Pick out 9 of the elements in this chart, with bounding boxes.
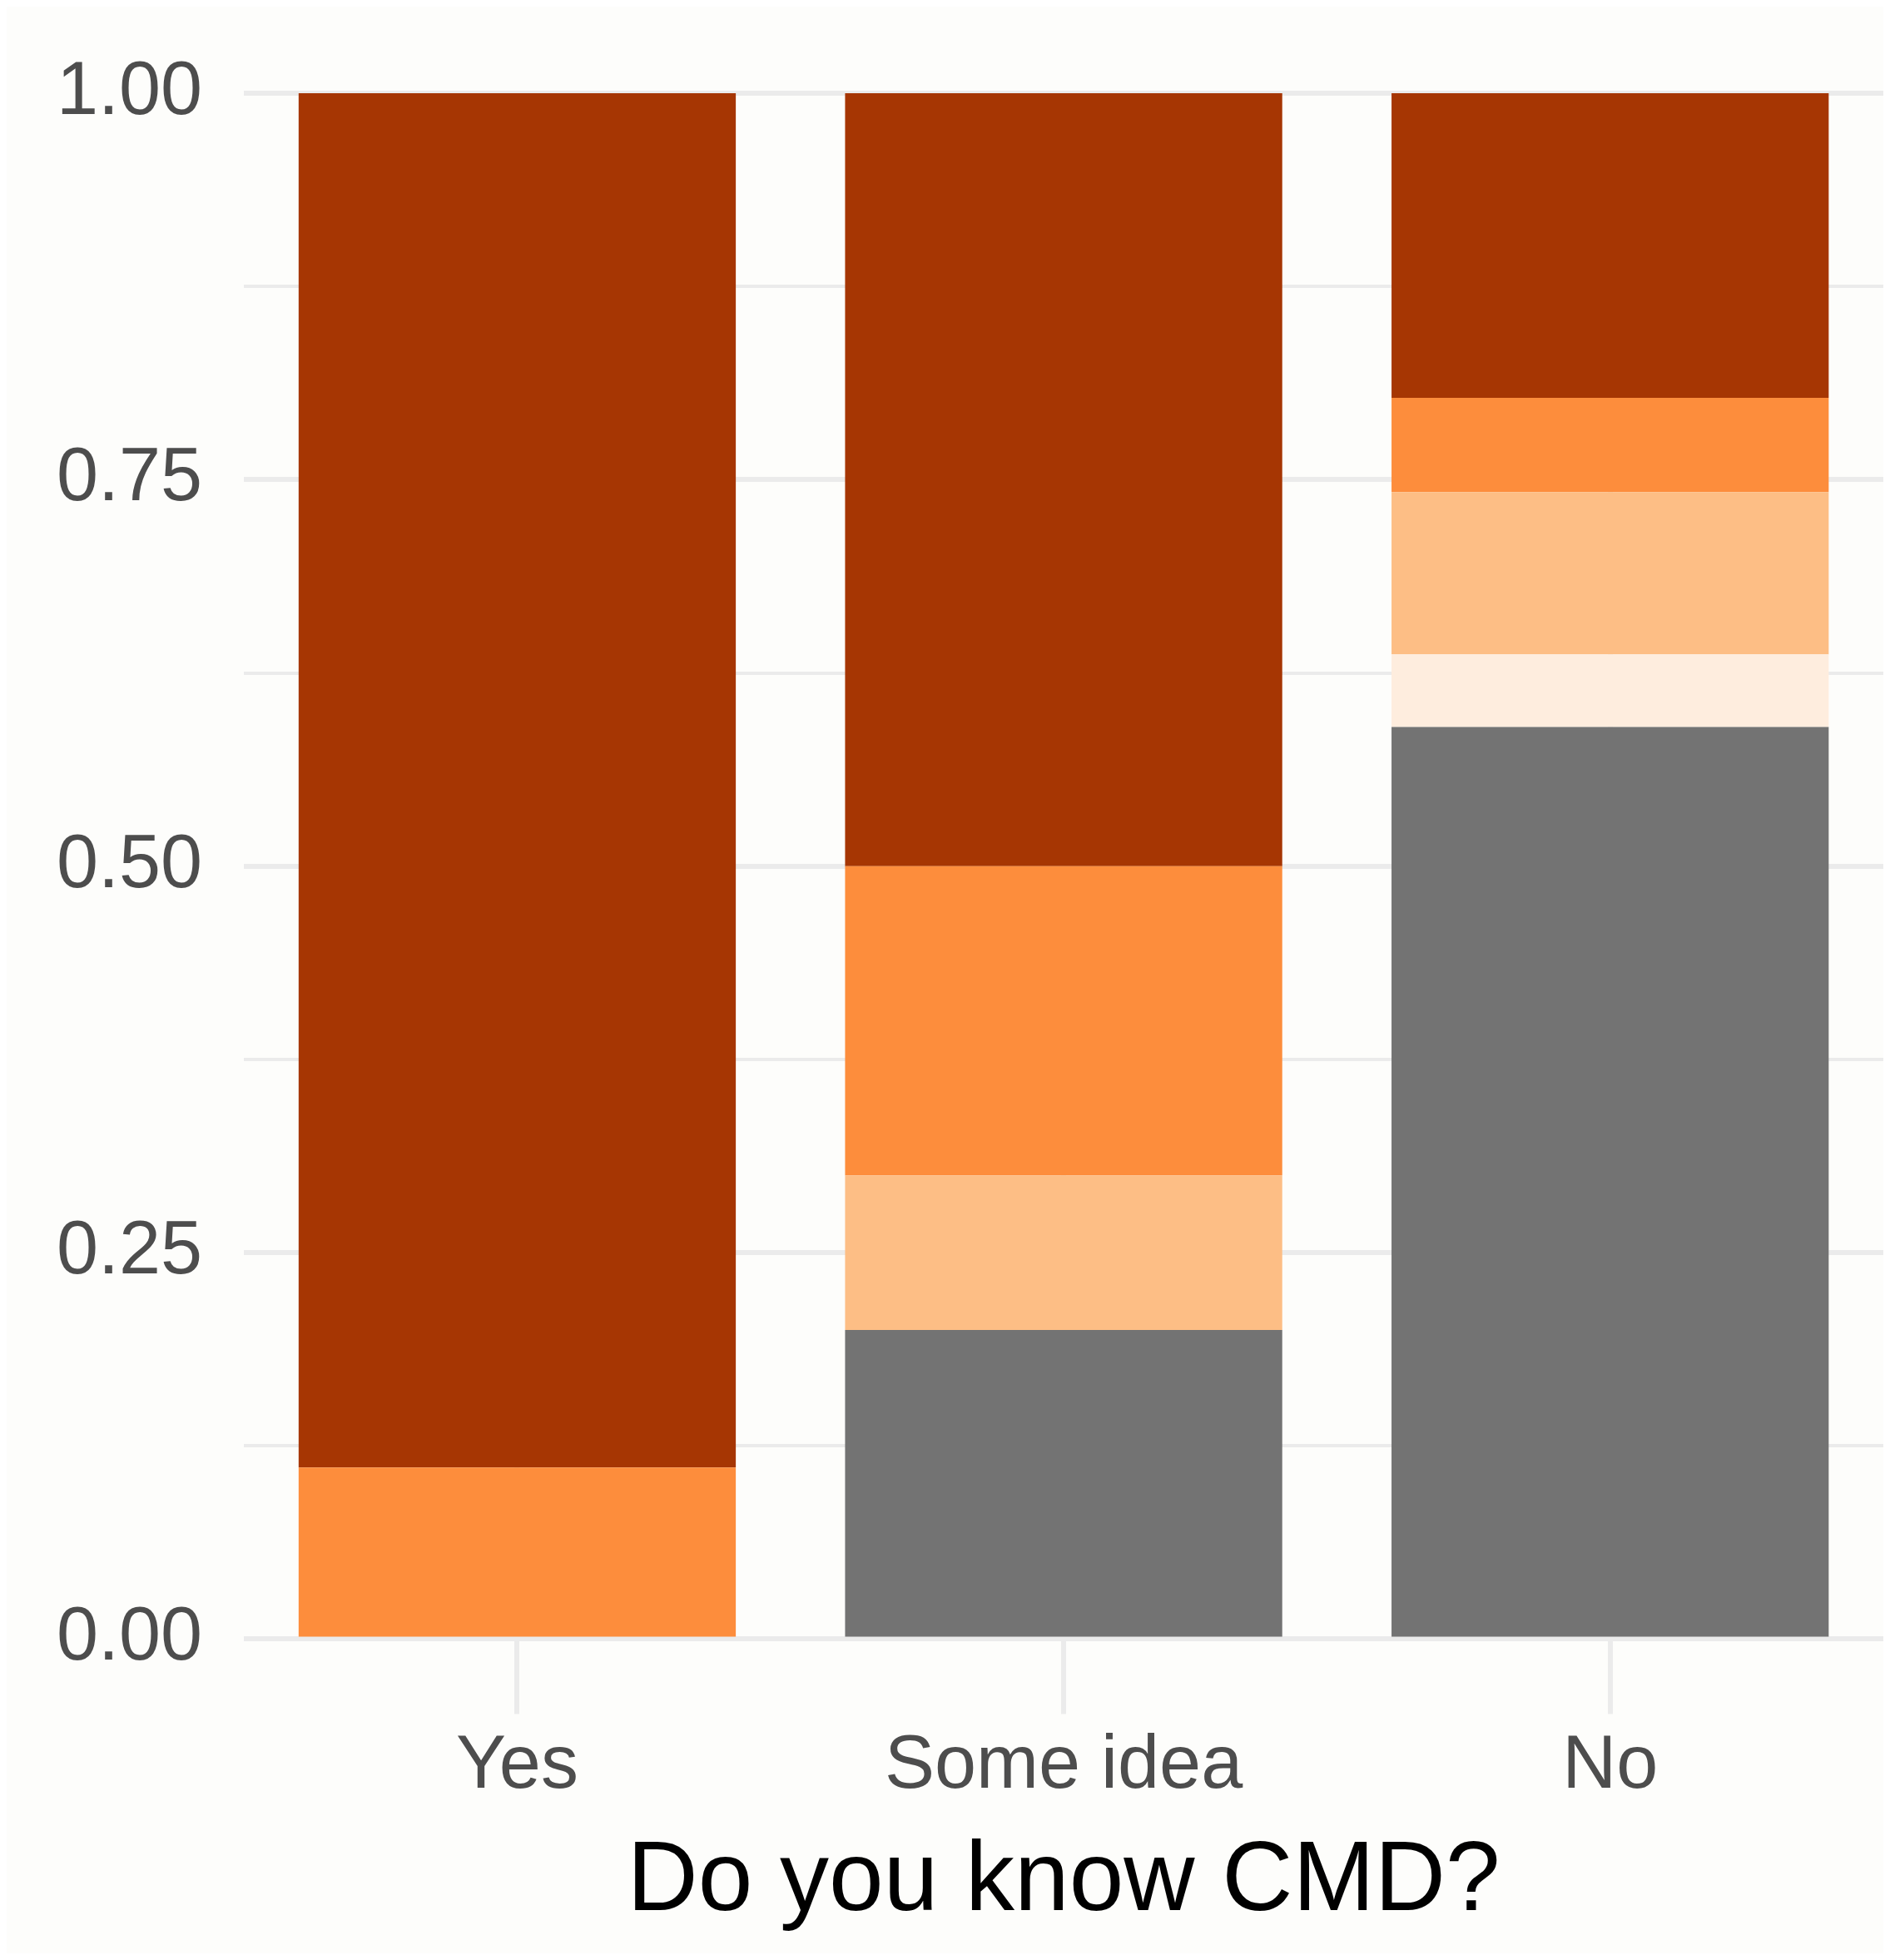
x-tick-label: Some idea: [884, 1720, 1244, 1804]
y-tick-label: 0.50: [56, 819, 203, 903]
y-tick-label: 1.00: [56, 46, 203, 130]
x-axis-title: Do you know CMD?: [627, 1820, 1501, 1931]
y-tick-label: 0.75: [56, 433, 203, 517]
x-tick-label: No: [1562, 1720, 1659, 1804]
x-tick-label: Yes: [456, 1720, 578, 1804]
y-tick-label: 0.00: [56, 1592, 203, 1676]
y-tick-label: 0.25: [56, 1205, 203, 1289]
